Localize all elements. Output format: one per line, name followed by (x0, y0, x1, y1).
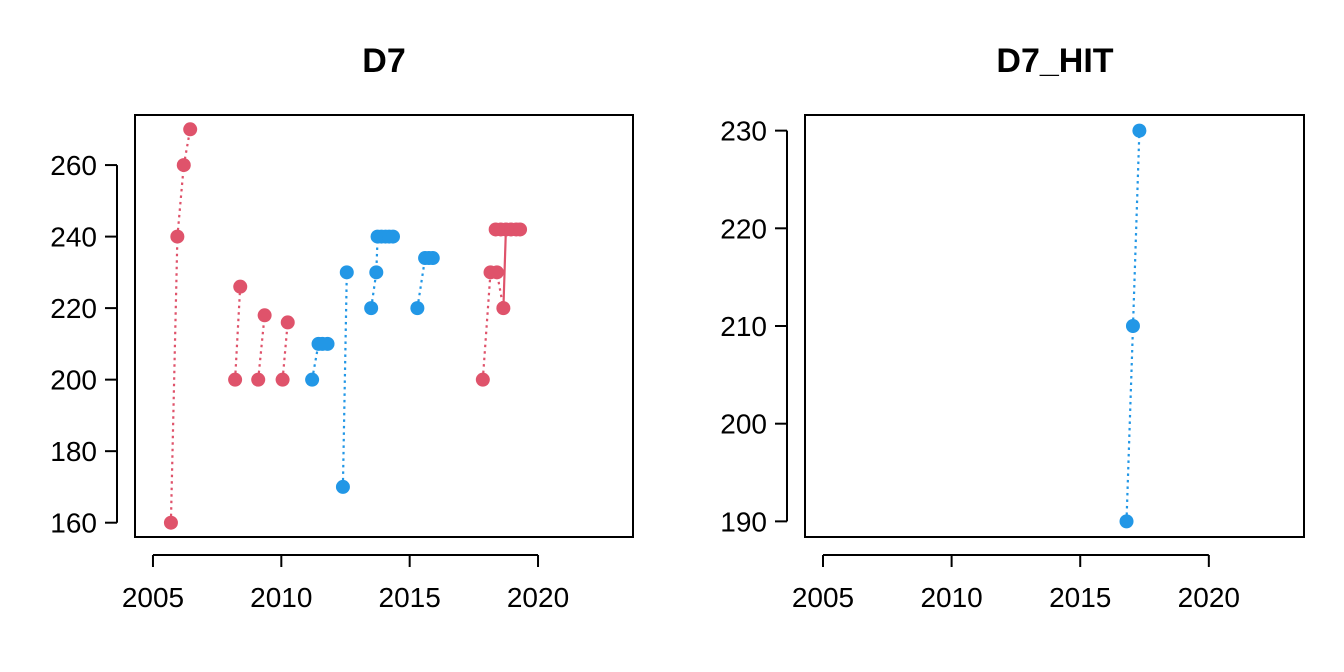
data-point (475, 372, 490, 387)
y-tick-label: 220 (720, 213, 767, 244)
y-tick-label: 240 (50, 222, 97, 253)
panel-d7-hit: D7_HIT 2005 2010 2015 2020 190 200 210 220 230 (720, 42, 1305, 613)
x-tick-label: 2005 (122, 582, 184, 613)
data-point (233, 279, 248, 294)
data-point (280, 315, 295, 330)
plot-area: 2005 2010 2015 2020 190 200 210 220 230 (720, 114, 1305, 613)
x-tick-label: 2020 (1178, 582, 1240, 613)
series-line (257, 315, 266, 380)
data-point (228, 372, 243, 387)
plot-frame (134, 114, 634, 538)
y-tick-label: 200 (720, 409, 767, 440)
y-tick-label: 200 (50, 365, 97, 396)
y-tick-label: 230 (720, 116, 767, 147)
series-line (169, 129, 192, 523)
plot-frame (804, 114, 1305, 538)
y-tick-label: 260 (50, 150, 97, 181)
data-point (1132, 123, 1147, 138)
data-point (176, 158, 191, 173)
data-point (364, 301, 379, 316)
data-point (425, 251, 440, 266)
data-point (369, 265, 384, 280)
data-point (410, 301, 425, 316)
data-point (170, 229, 185, 244)
y-tick-label: 180 (50, 436, 97, 467)
series-line (481, 271, 505, 380)
y-tick-label: 160 (50, 508, 97, 539)
data-point (496, 301, 511, 316)
series-line (234, 286, 242, 380)
data-point (489, 265, 504, 280)
data-point (513, 222, 528, 237)
data-point (163, 515, 178, 530)
x-tick-label: 2015 (1049, 582, 1111, 613)
data-point (339, 265, 354, 280)
data-point (251, 372, 266, 387)
x-tick-label: 2010 (250, 582, 312, 613)
data-point (275, 372, 290, 387)
y-tick-label: 220 (50, 293, 97, 324)
series-line (281, 322, 289, 380)
data-point (257, 308, 272, 323)
panel-d7: D7 2005 2010 2015 2020 160 180 200 220 240 260 (50, 42, 634, 613)
x-tick-label: 2005 (792, 582, 854, 613)
x-tick-label: 2020 (507, 582, 569, 613)
data-point (1125, 319, 1140, 333)
x-tick-label: 2010 (920, 582, 982, 613)
series-connector (502, 229, 507, 309)
series-line (341, 272, 348, 487)
data-point (320, 336, 335, 351)
x-tick-label: 2015 (379, 582, 441, 613)
series-line (416, 257, 433, 309)
chart-title: D7_HIT (996, 42, 1113, 80)
data-point (305, 372, 320, 387)
data-point (335, 479, 350, 494)
y-tick-label: 190 (720, 506, 767, 537)
y-tick-label: 210 (720, 311, 767, 342)
data-point (183, 122, 198, 137)
chart-title: D7 (362, 42, 405, 80)
plot-area: 2005 2010 2015 2020 160 180 200 220 240 260 (50, 114, 634, 613)
data-point (1119, 514, 1134, 529)
data-point (385, 229, 400, 244)
